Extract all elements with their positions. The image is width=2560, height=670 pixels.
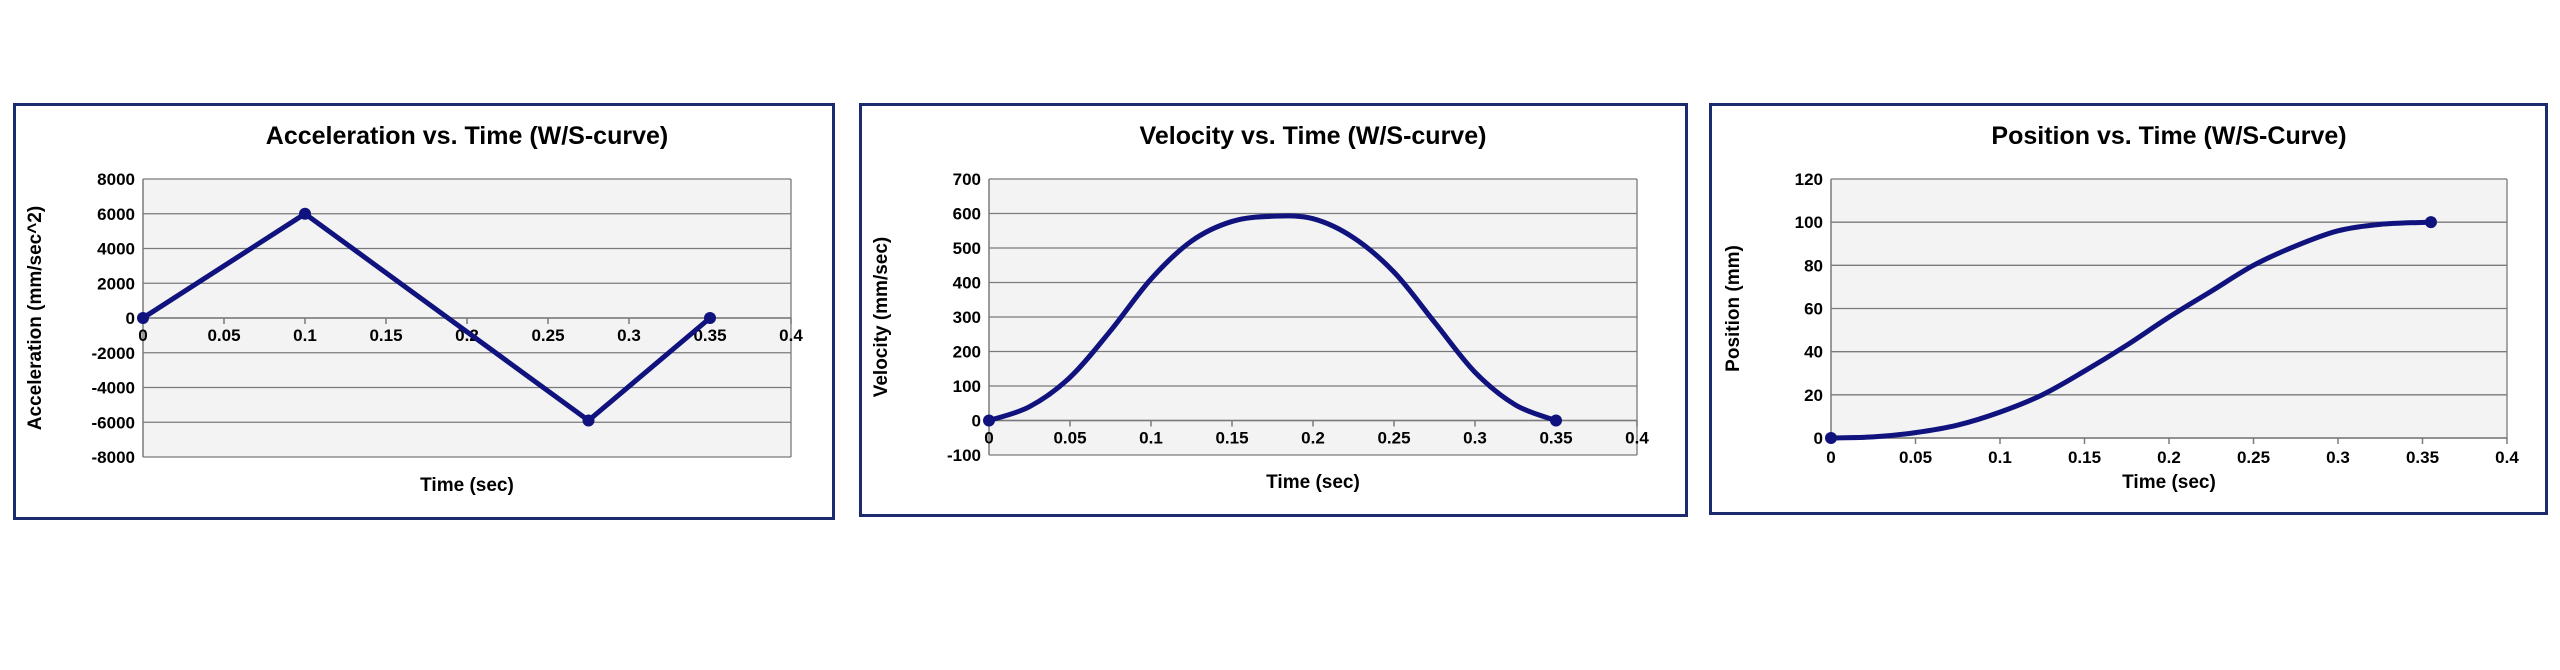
x-tick-label: 0.35 — [1539, 429, 1572, 448]
data-point-marker — [137, 312, 149, 324]
y-tick-label: -2000 — [92, 344, 135, 363]
position-chart-svg: Position vs. Time (W/S-Curve) 0 20 40 60 80 10… — [1723, 122, 2519, 493]
chart-title: Position vs. Time (W/S-Curve) — [1991, 122, 2346, 150]
y-tick-label: 20 — [1804, 386, 1823, 405]
chart-title: Velocity vs. Time (W/S-curve) — [1140, 122, 1487, 150]
x-tick-label: 0.35 — [2406, 448, 2439, 467]
acceleration-chart: Acceleration vs. Time (W/S-curve) -8000 -6… — [13, 103, 835, 520]
x-axis-title: Time (sec) — [1266, 472, 1360, 493]
x-tick-label: 0.3 — [2326, 448, 2350, 467]
y-tick-label: 80 — [1804, 256, 1823, 275]
x-tick-label: 0.3 — [1463, 429, 1487, 448]
data-point-marker — [1550, 414, 1562, 427]
y-tick-label: -100 — [947, 446, 981, 465]
x-axis-title: Time (sec) — [2122, 472, 2216, 493]
data-point-marker — [2424, 216, 2437, 229]
data-point-marker — [704, 312, 716, 324]
y-tick-label: 2000 — [97, 274, 135, 293]
y-tick-label: 60 — [1804, 300, 1823, 319]
chart-title: Acceleration vs. Time (W/S-curve) — [266, 122, 668, 150]
y-axis-title: Position (mm) — [1723, 245, 1744, 372]
velocity-chart-svg: Velocity vs. Time (W/S-curve)-1000100200… — [871, 122, 1649, 493]
y-tick-label: 40 — [1804, 343, 1823, 362]
y-tick-label: 0 — [972, 412, 981, 431]
velocity-chart: Velocity vs. Time (W/S-curve) -100 0 100 200… — [859, 103, 1688, 517]
y-tick-label: 700 — [953, 170, 981, 189]
y-tick-label: 8000 — [97, 170, 135, 189]
x-tick-label: 0.1 — [293, 326, 317, 345]
x-tick-label: 0.1 — [1139, 429, 1163, 448]
x-tick-label: 0.2 — [455, 326, 479, 345]
x-tick-label: 0.2 — [2157, 448, 2181, 467]
acceleration-chart-svg: Acceleration vs. Time (W/S-curve) -8000 -6… — [25, 122, 803, 496]
y-axis-title: Acceleration (mm/sec^2) — [25, 206, 46, 430]
x-tick-label: 0.25 — [531, 326, 564, 345]
x-tick-label: 0.05 — [207, 326, 240, 345]
x-tick-label: 0 — [984, 429, 993, 448]
y-tick-label: 100 — [1795, 213, 1823, 232]
x-tick-label: 0.2 — [1301, 429, 1325, 448]
x-tick-label: 0.4 — [2495, 448, 2519, 467]
y-tick-label: -8000 — [92, 448, 135, 467]
y-tick-label: -4000 — [92, 379, 135, 398]
series-line — [140, 211, 713, 424]
y-tick-label: 200 — [953, 343, 981, 362]
x-tick-label: 0.25 — [1377, 429, 1410, 448]
y-tick-label: 600 — [953, 205, 981, 224]
y-tick-label: 4000 — [97, 240, 135, 259]
y-tick-label: 0 — [126, 309, 135, 328]
x-tick-label: 0 — [138, 326, 147, 345]
x-tick-label: 0.15 — [369, 326, 402, 345]
x-tick-label: 0.35 — [693, 326, 726, 345]
y-tick-label: 6000 — [97, 205, 135, 224]
x-tick-label: 0.25 — [2237, 448, 2270, 467]
x-axis-title: Time (sec) — [420, 475, 514, 496]
y-tick-label: 300 — [953, 308, 981, 327]
y-tick-label: 100 — [953, 377, 981, 396]
x-tick-label: 0.4 — [779, 326, 803, 345]
data-point-marker — [582, 414, 595, 427]
x-tick-label: 0.15 — [2068, 448, 2101, 467]
x-tick-label: 0.3 — [617, 326, 641, 345]
series-line — [986, 213, 1559, 423]
x-tick-label: 0.05 — [1899, 448, 1932, 467]
x-tick-label: 0.4 — [1625, 429, 1649, 448]
y-axis-title: Velocity (mm/sec) — [871, 237, 892, 398]
x-tick-label: 0 — [1826, 448, 1835, 467]
y-tick-label: 500 — [953, 239, 981, 258]
data-point-marker — [1825, 432, 1837, 444]
y-tick-label: 400 — [953, 274, 981, 293]
y-tick-label: 120 — [1795, 170, 1823, 189]
y-tick-label: 0 — [1814, 429, 1823, 448]
x-tick-label: 0.15 — [1215, 429, 1248, 448]
x-tick-label: 0.05 — [1053, 429, 1086, 448]
data-point-marker — [299, 207, 311, 220]
data-point-marker — [983, 414, 995, 427]
position-chart: Position vs. Time (W/S-Curve) 0 20 40 60 80 10… — [1709, 103, 2548, 515]
y-tick-label: -6000 — [92, 413, 135, 432]
series-line — [1828, 219, 2434, 441]
x-tick-label: 0.1 — [1988, 448, 2012, 467]
